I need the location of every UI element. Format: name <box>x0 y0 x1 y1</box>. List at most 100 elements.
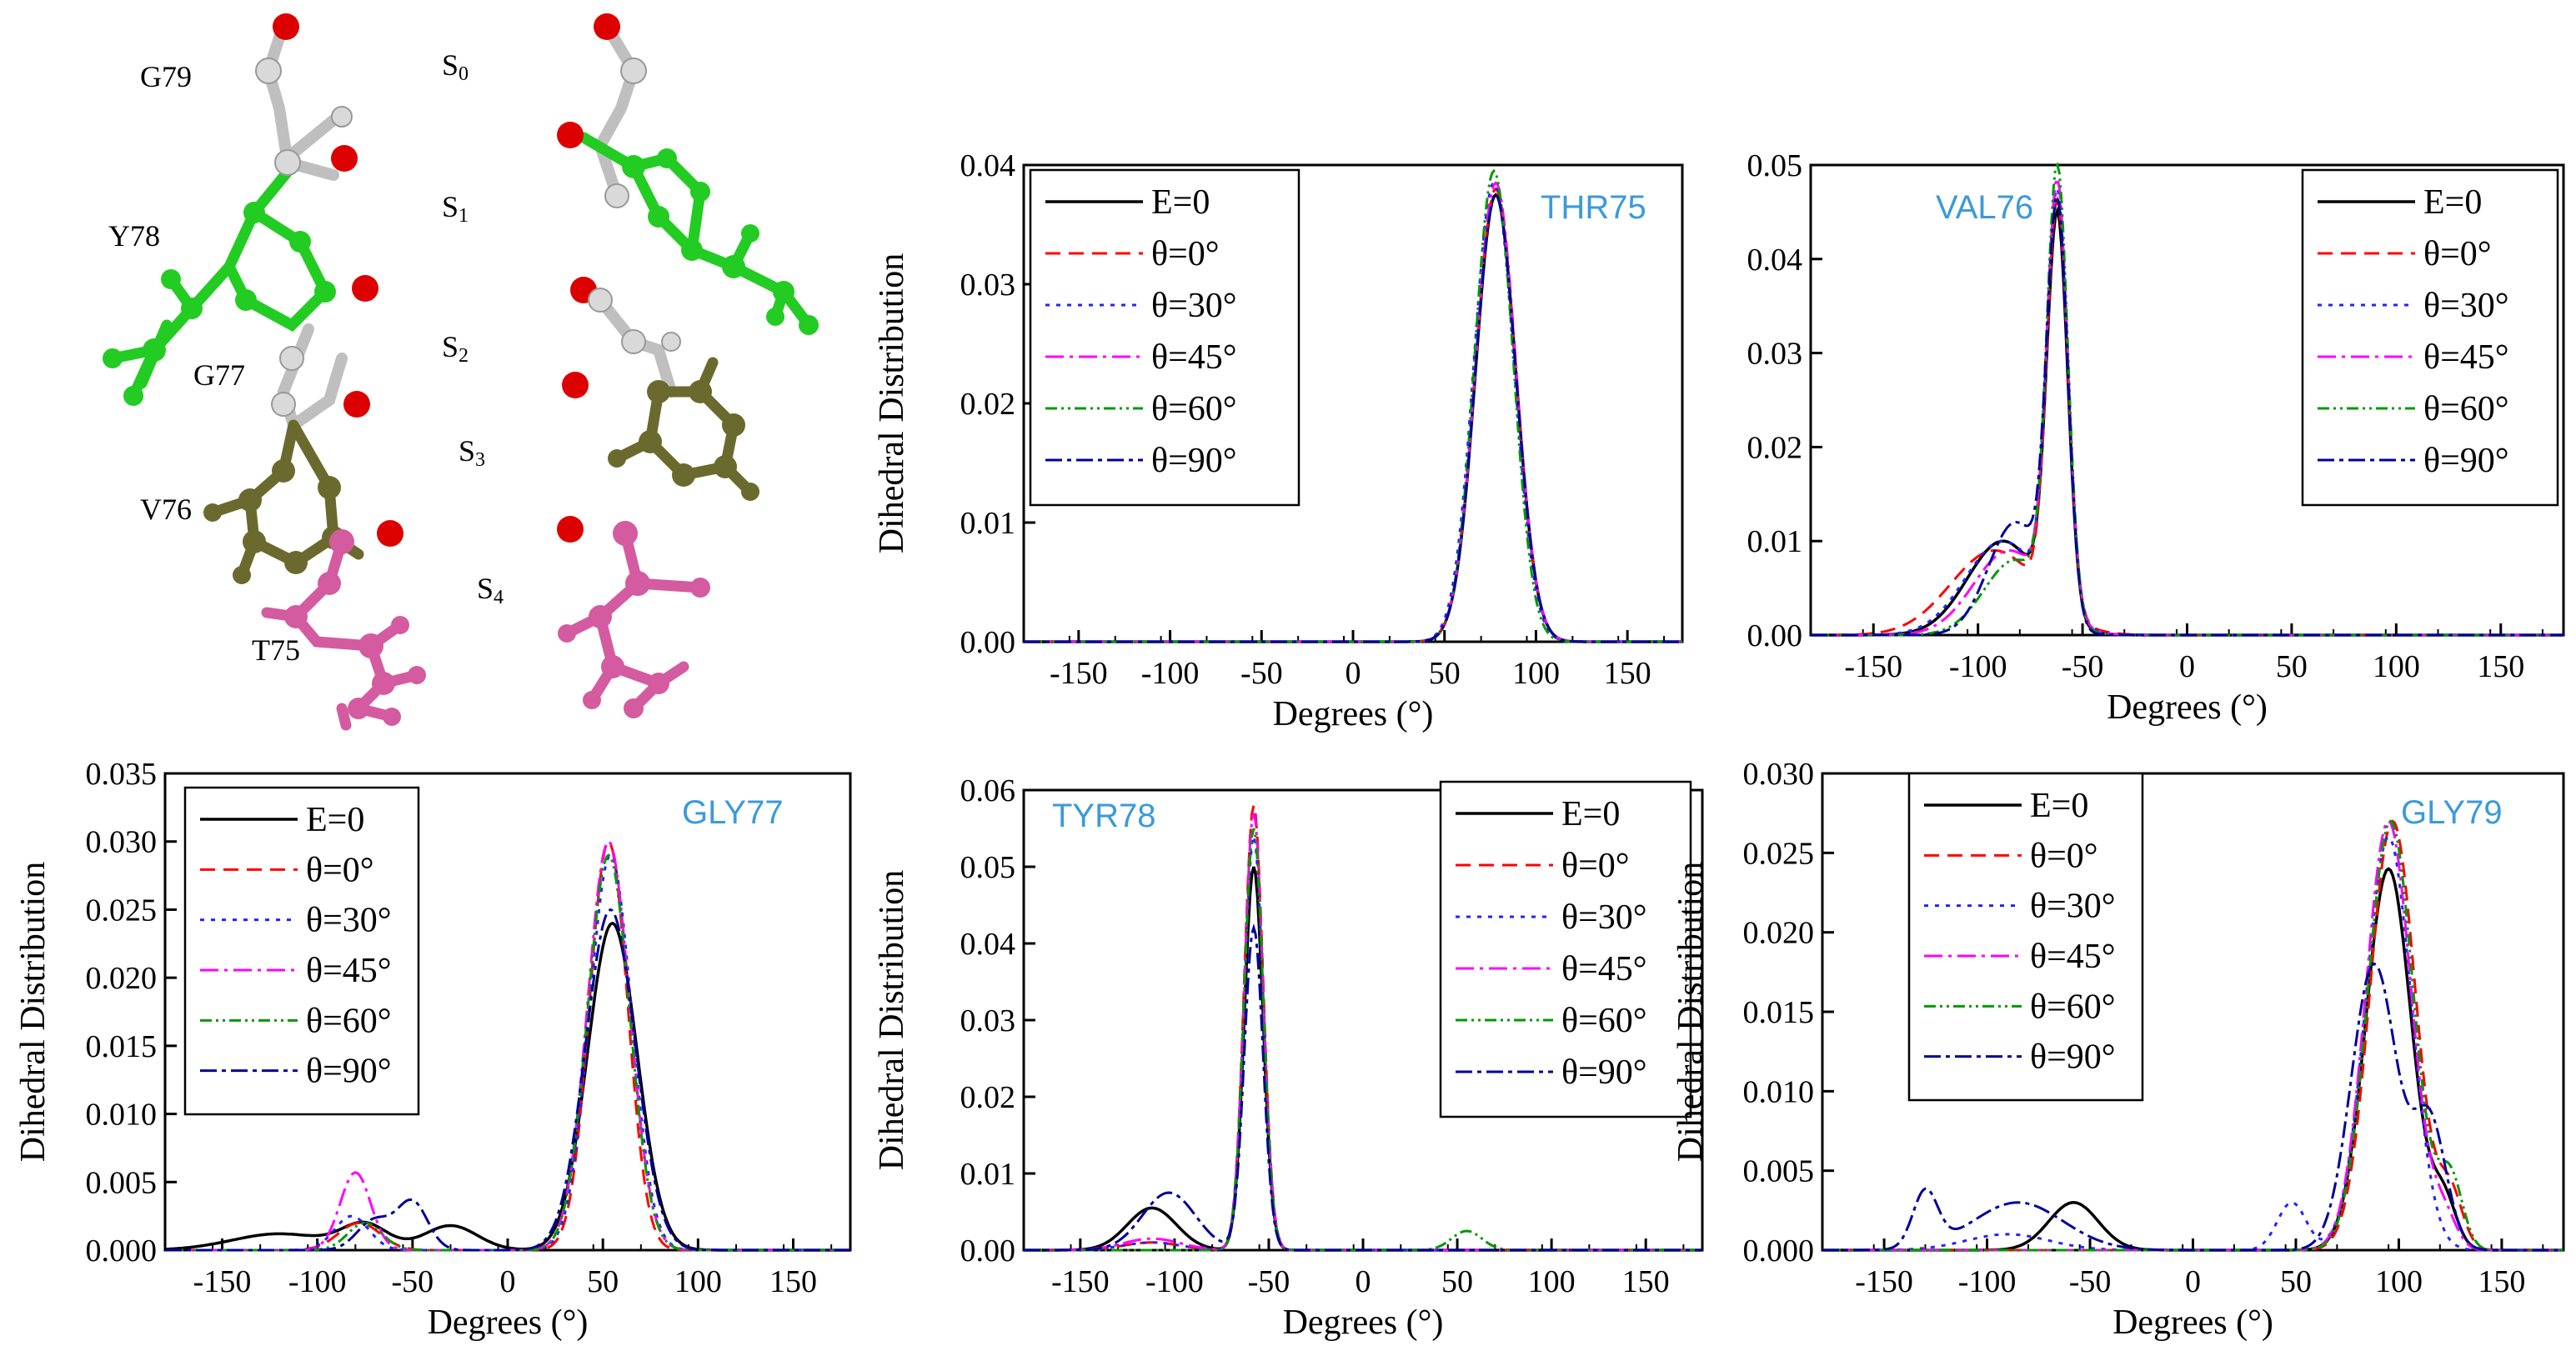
panel-title: VAL76 <box>1936 189 2033 226</box>
y-tick-label: 0.02 <box>1747 430 1803 465</box>
series-line-2 <box>1811 183 2563 637</box>
x-tick-label: -50 <box>1248 1264 1291 1299</box>
y-tick-label: 0.00 <box>960 625 1016 660</box>
chart-val76: -150 -100 -50 0 50 100 150 0.00 0.01 0.02 0.03 0.04… <box>1747 148 2565 727</box>
site-label-s2: S2 <box>442 330 469 367</box>
x-tick-label: 0 <box>1346 656 1361 691</box>
x-tick-label: 0 <box>2185 1264 2201 1299</box>
x-tick-label: -150 <box>1844 649 1902 684</box>
series-line-5 <box>1811 193 2563 637</box>
x-tick-label: 100 <box>2375 1264 2423 1299</box>
y-tick-label: 0.025 <box>1743 836 1815 871</box>
legend-label: θ=30° <box>2030 888 2116 926</box>
left-strand-model <box>103 13 426 731</box>
x-tick-label: -150 <box>1051 1264 1110 1299</box>
x-tick-label: -100 <box>1141 656 1200 691</box>
y-tick-label: 0.020 <box>1743 916 1815 951</box>
y-tick-label: 0.05 <box>1747 148 1803 183</box>
y-tick-label: 0.00 <box>1747 618 1803 653</box>
y-tick-label: 0.010 <box>86 1098 158 1133</box>
legend-label: E=0 <box>1151 183 1210 222</box>
series-line-4 <box>1024 828 1702 1252</box>
residue-label-y78: Y78 <box>108 219 160 253</box>
residue-label-g77: G77 <box>193 358 245 392</box>
legend-label: θ=90° <box>306 1053 392 1091</box>
y-tick-label: 0.04 <box>960 148 1016 183</box>
x-tick-label: 150 <box>769 1264 817 1299</box>
y-axis-title: Dihedral Distribution <box>14 862 53 1162</box>
residue-label-v76: V76 <box>140 493 192 526</box>
legend-label: θ=0° <box>306 851 374 889</box>
y-tick-label: 0.03 <box>960 268 1016 303</box>
x-tick-label: 100 <box>674 1264 722 1299</box>
y-axis-title: Dihedral Distribution <box>873 253 911 553</box>
chart-gly77: -150 -100 -50 0 50 100 150 0.000 0.005 0.010 0.015… <box>14 757 852 1342</box>
y-tick-label: 0.06 <box>960 773 1016 808</box>
x-tick-label: 150 <box>1622 1264 1670 1299</box>
y-tick-label: 0.01 <box>960 1157 1016 1192</box>
legend-label: θ=90° <box>2423 442 2509 480</box>
y-tick-label: 0.030 <box>86 825 158 860</box>
legend-label: θ=45° <box>1561 950 1647 988</box>
y-tick-label: 0.04 <box>1747 243 1803 278</box>
legend-label: E=0 <box>2030 787 2088 825</box>
x-tick-label: 150 <box>2477 649 2524 684</box>
legend-label: θ=0° <box>2030 837 2098 875</box>
chart-tyr78: -150 -100 -50 0 50 100 150 0.00 0.01 0.02 0.03 0.04… <box>873 773 1704 1342</box>
legend-label: θ=45° <box>306 952 392 990</box>
x-axis-title: Degrees (°) <box>1273 695 1434 733</box>
x-tick-label: 0 <box>500 1264 516 1299</box>
x-tick-label: 100 <box>1528 1264 1576 1299</box>
legend-label: θ=60° <box>306 1002 392 1040</box>
legend-box <box>183 786 420 1116</box>
legend-label: θ=0° <box>1561 847 1630 885</box>
legend-label: θ=60° <box>1561 1002 1647 1040</box>
x-tick-label: -50 <box>1240 656 1283 691</box>
legend-label: θ=30° <box>306 902 392 940</box>
series-line-5 <box>1024 923 1702 1252</box>
x-tick-label: 50 <box>1441 1264 1473 1299</box>
chart-gly79: -150 -100 -50 0 50 100 150 0.000 0.005 0.010 0.015… <box>1671 757 2565 1342</box>
legend-label: θ=45° <box>2423 338 2509 377</box>
x-axis-title: Degrees (°) <box>1283 1303 1444 1342</box>
y-axis-title: Dihedral Distribution <box>1671 862 1710 1162</box>
legend-label: θ=90° <box>1561 1053 1647 1092</box>
residue-label-t75: T75 <box>252 633 300 667</box>
y-tick-label: 0.03 <box>960 1003 1016 1038</box>
chart-thr75: -150 -100 -50 0 50 100 150 0.00 0.01 0.02 0.03 0.04… <box>873 148 1684 733</box>
x-tick-label: 150 <box>2478 1264 2525 1299</box>
y-tick-label: 0.04 <box>960 927 1016 962</box>
y-tick-label: 0.000 <box>1743 1233 1815 1268</box>
y-tick-label: 0.020 <box>86 961 158 996</box>
site-label-s3: S3 <box>459 434 485 471</box>
legend-box <box>1907 772 2144 1102</box>
series-line-4 <box>1822 819 2563 1252</box>
legend-box <box>1029 168 1301 507</box>
x-tick-label: -100 <box>1145 1264 1204 1299</box>
y-tick-label: 0.00 <box>960 1233 1016 1268</box>
legend-label: θ=0° <box>1151 235 1220 273</box>
legend-label: θ=60° <box>2030 988 2116 1026</box>
x-tick-label: 100 <box>1512 656 1560 691</box>
site-label-s0: S0 <box>442 48 469 85</box>
legend-label: θ=60° <box>2423 390 2509 428</box>
site-label-s4: S4 <box>477 572 504 608</box>
legend-label: E=0 <box>1561 795 1620 833</box>
x-tick-label: 100 <box>2373 649 2420 684</box>
y-tick-label: 0.01 <box>960 506 1016 541</box>
x-tick-label: -50 <box>2062 649 2104 684</box>
x-tick-label: 0 <box>2179 649 2195 684</box>
y-tick-label: 0.015 <box>86 1029 158 1064</box>
y-tick-label: 0.035 <box>86 757 158 792</box>
legend-label: θ=45° <box>1151 338 1237 377</box>
legend-label: θ=45° <box>2030 938 2116 976</box>
x-tick-label: -100 <box>1949 649 2007 684</box>
x-axis-title: Degrees (°) <box>2107 688 2268 727</box>
y-tick-label: 0.000 <box>86 1233 158 1268</box>
legend-box <box>1439 780 1692 1118</box>
x-tick-label: 50 <box>2280 1264 2312 1299</box>
legend-label: θ=30° <box>2423 287 2509 325</box>
legend-label: θ=0° <box>2423 235 2492 273</box>
residue-label-g79: G79 <box>140 60 192 93</box>
